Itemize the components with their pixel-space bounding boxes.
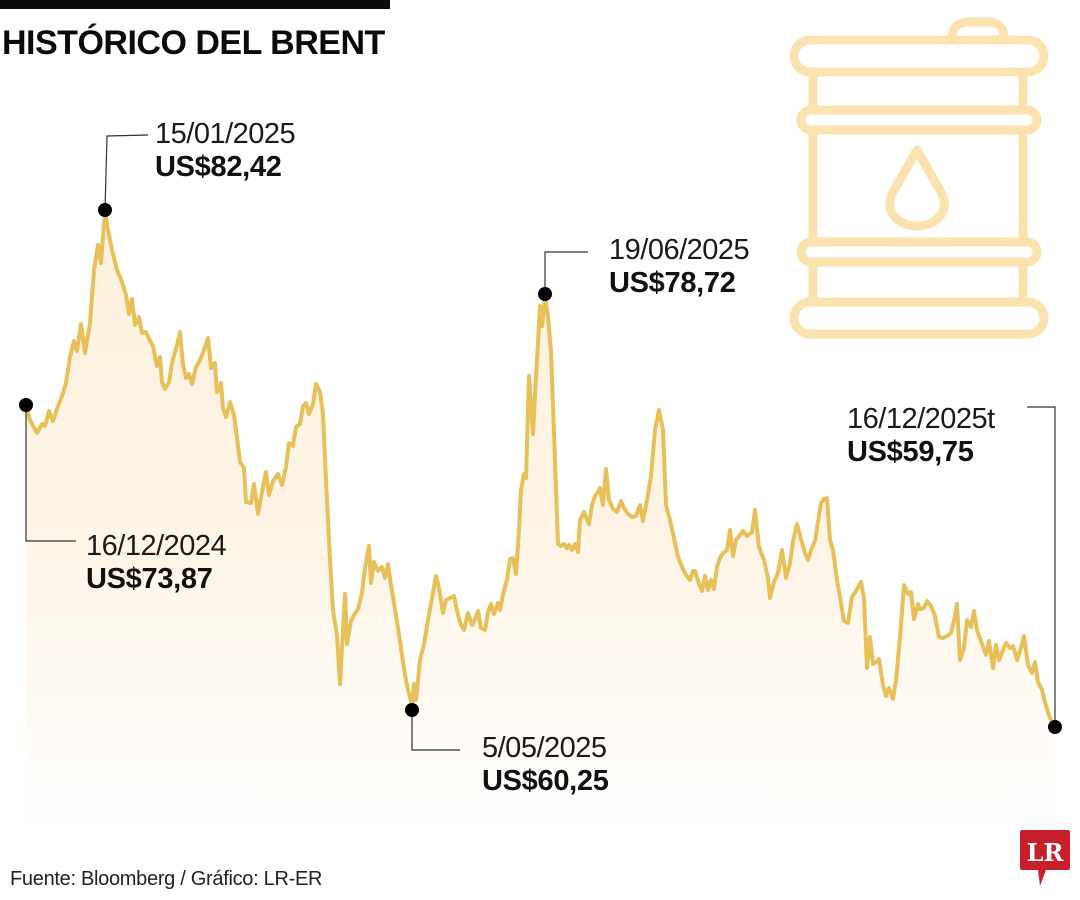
marker-max [98,203,112,217]
leader-max [104,134,149,211]
lr-logo: LR [1020,830,1070,886]
annotation-date: 16/12/2024 [86,530,227,562]
leader-lines [25,134,1056,751]
source-credit: Fuente: Bloomberg / Gráfico: LR-ER [10,868,323,890]
annotation-min: 5/05/2025 US$60,25 [482,734,609,796]
annotation-value: US$78,72 [609,267,736,299]
annotation-date: 5/05/2025 [482,732,607,764]
logo-text: LR [1027,838,1065,867]
annotation-date: 16/12/2025t [847,403,995,435]
annotation-value: US$82,42 [155,151,282,183]
oil-barrel-icon [789,17,1049,339]
annotation-max: 15/01/2025 US$82,42 [155,118,296,183]
annotation-value: US$73,87 [86,563,213,595]
annotation-jun: 19/06/2025 US$78,72 [609,234,750,299]
leader-min [411,710,460,751]
leader-jun [544,251,588,294]
annotation-date: 19/06/2025 [609,234,750,266]
chart-title: HISTÓRICO DEL BRENT [2,24,385,62]
marker-min [405,703,419,717]
marker-jun [538,287,552,301]
annotation-end: 16/12/2025t US$59,75 [847,405,995,467]
leader-end [1027,406,1056,727]
annotation-start: 16/12/2024 US$73,87 [86,530,227,595]
marker-start [19,398,33,412]
annotation-value: US$60,25 [482,765,609,797]
leader-start [25,405,76,542]
top-rule [0,0,390,9]
markers [19,203,1062,734]
price-line [24,210,1056,729]
marker-end [1048,720,1062,734]
area-fill [26,212,1054,830]
annotation-value: US$59,75 [847,436,974,468]
annotation-date: 15/01/2025 [155,118,296,150]
